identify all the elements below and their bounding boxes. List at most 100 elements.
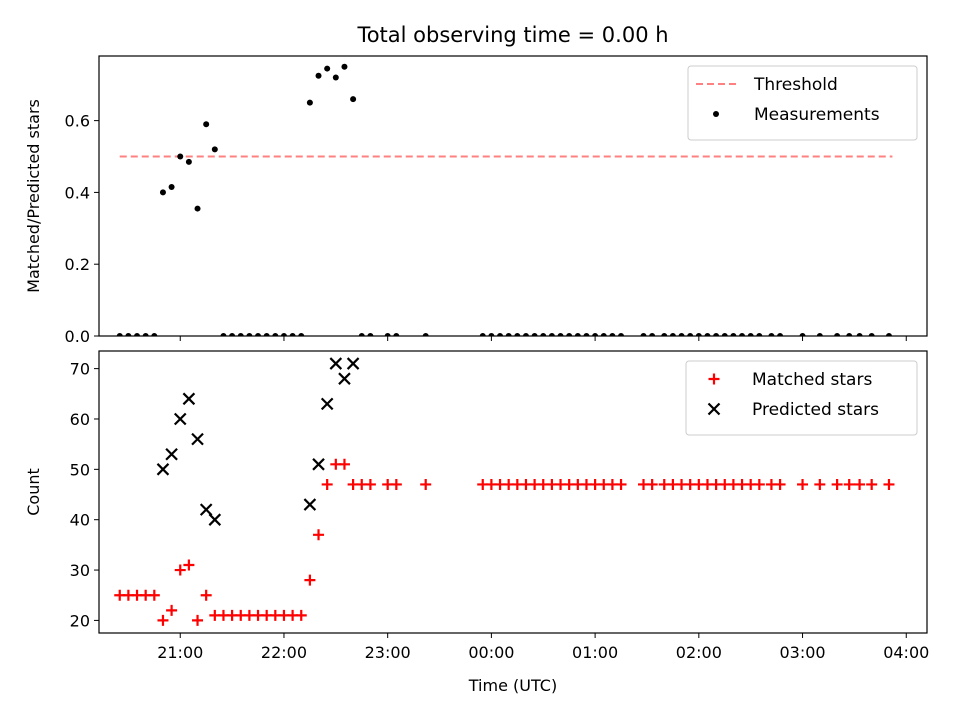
measurements-point (856, 333, 863, 336)
count-y-tick-label: 20 (70, 611, 90, 630)
measurements-point (211, 146, 218, 153)
measurements-point (574, 333, 581, 336)
measurements-point (255, 333, 262, 336)
measurements-point (220, 333, 227, 336)
predicted-stars-point (165, 447, 178, 461)
measurements-point (661, 333, 668, 336)
measurements-point (479, 333, 486, 336)
measurements-point (687, 333, 694, 336)
matched-stars-point (321, 478, 333, 490)
measurements-point (514, 333, 521, 336)
measurements-point (159, 189, 166, 196)
x-tick-label: 03:00 (779, 643, 825, 662)
predicted-stars-point (329, 357, 343, 370)
measurements-point (846, 333, 853, 336)
measurements-point (678, 333, 685, 336)
measurements-point (505, 333, 512, 336)
ratio-y-axis-label: Matched/Predicted stars (24, 99, 43, 293)
matched-stars-point (420, 478, 432, 490)
measurements-point (609, 333, 616, 336)
count-y-axis-label: Count (24, 468, 43, 516)
matched-stars-point (295, 609, 307, 621)
matched-stars-point (338, 458, 350, 470)
measurements-point (134, 333, 141, 336)
legend-label: Predicted stars (752, 400, 879, 420)
legend-swatch (708, 373, 720, 385)
measurements-point (229, 333, 236, 336)
matched-stars-point (390, 478, 402, 490)
ratio-plot-area (116, 63, 893, 336)
measurements-point (272, 333, 279, 336)
count-legend-box (685, 360, 918, 436)
measurements-point (246, 333, 253, 336)
predicted-stars-point (320, 397, 334, 411)
measurements-point (194, 205, 201, 212)
matched-stars-point (304, 574, 316, 586)
measurements-point (730, 333, 737, 336)
matched-stars-point (753, 478, 765, 490)
measurements-point (280, 333, 287, 336)
measurements-point (315, 72, 322, 79)
ratio-panel: 0.0 0.2 0.4 0.6 Matched/Predicted stars Thres… (24, 55, 928, 346)
predicted-stars-point (199, 503, 213, 516)
matched-stars-point (148, 589, 160, 601)
matched-stars-point (866, 478, 878, 490)
count-y-tick-label: 50 (70, 460, 90, 479)
measurements-point (306, 99, 313, 106)
count-y-tick-label: 30 (70, 561, 90, 580)
ratio-y-tick-label: 0.6 (65, 112, 90, 131)
measurements-point (185, 158, 192, 165)
ratio-y-tick-label: 0.4 (65, 183, 90, 202)
ratio-legend-box (687, 65, 918, 141)
x-tick-label: 23:00 (365, 643, 411, 662)
count-y-tick-label: 60 (70, 410, 90, 429)
matched-stars-point (166, 604, 178, 616)
predicted-stars-point (303, 498, 317, 511)
measurements-point (142, 333, 149, 336)
legend-label: Threshold (753, 75, 838, 95)
predicted-stars-point (191, 432, 204, 446)
matched-stars-point (192, 614, 204, 626)
figure-title: Total observing time = 0.00 h (356, 23, 668, 47)
measurements-point (540, 333, 547, 336)
measurements-point (298, 333, 305, 336)
measurements-point (531, 333, 538, 336)
measurements-point (497, 333, 504, 336)
predicted-stars-point (173, 412, 187, 426)
ratio-axes-frame (98, 55, 928, 337)
measurements-point (422, 333, 429, 336)
count-plot-area (114, 357, 895, 626)
predicted-stars-point (346, 357, 360, 370)
measurements-point (393, 333, 400, 336)
measurements-point (747, 333, 754, 336)
measurements-point (721, 333, 728, 336)
legend-swatch (713, 111, 719, 117)
measurements-point (384, 333, 391, 336)
measurements-point (488, 333, 495, 336)
measurements-point (566, 333, 573, 336)
matched-stars-point (174, 564, 186, 576)
matched-stars-point (200, 589, 212, 601)
legend-label: Matched stars (752, 370, 872, 390)
matched-stars-point (183, 559, 195, 571)
measurements-point (695, 333, 702, 336)
measurements-point (358, 333, 365, 336)
measurements-point (263, 333, 270, 336)
matched-stars-point (854, 478, 866, 490)
measurements-point (640, 333, 647, 336)
x-tick-label: 21:00 (157, 643, 203, 662)
measurements-point (341, 63, 348, 70)
count-y-tick-label: 40 (70, 511, 90, 530)
measurements-point (816, 333, 823, 336)
measurements-point (868, 333, 875, 336)
matched-stars-point (313, 529, 325, 541)
x-axis-label: Time (UTC) (468, 676, 557, 695)
measurements-point (834, 333, 841, 336)
measurements-point (237, 333, 244, 336)
measurements-point (332, 74, 339, 81)
predicted-stars-point (312, 458, 325, 471)
ratio-y-tick-label: 0.0 (65, 327, 90, 346)
measurements-point (799, 333, 806, 336)
matched-stars-point (831, 478, 843, 490)
